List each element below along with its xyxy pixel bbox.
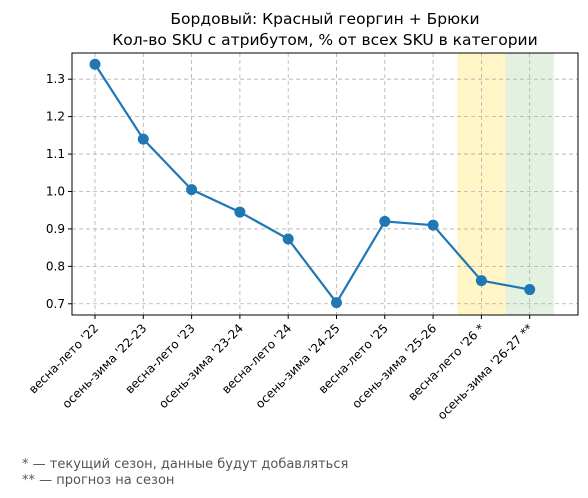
y-tick-label: 1.2 — [46, 110, 65, 124]
data-point — [186, 184, 198, 196]
data-point — [137, 133, 149, 145]
data-point — [282, 233, 294, 245]
data-point — [89, 58, 101, 70]
data-point — [475, 275, 487, 287]
x-tick-label: осень-зима '25-26 — [349, 321, 439, 411]
series-line — [89, 58, 536, 309]
data-point — [234, 206, 246, 218]
season-highlights — [457, 53, 554, 315]
chart-title-line1: Бордовый: Красный георгин + Брюки — [170, 10, 479, 28]
x-tick-label: осень-зима '22-23 — [60, 321, 150, 411]
data-point — [427, 219, 439, 231]
data-point — [524, 284, 536, 296]
y-tick-label: 0.8 — [46, 259, 65, 273]
x-tick-label: осень-зима '26-27 ** — [435, 321, 536, 422]
note-forecast: ** — прогноз на сезон — [22, 473, 175, 488]
y-tick-label: 1.3 — [46, 72, 65, 86]
y-tick-label: 1.0 — [46, 184, 65, 198]
plot-frame — [71, 52, 579, 316]
data-point — [379, 215, 391, 227]
data-point — [331, 297, 342, 309]
y-tick-label: 0.7 — [46, 297, 65, 311]
forecast-band — [505, 53, 554, 315]
y-tick-label: 0.9 — [46, 222, 65, 236]
series-path — [94, 63, 530, 304]
x-tick-label: осень-зима '23-24 — [156, 321, 246, 411]
y-tick-label: 1.1 — [46, 147, 65, 161]
chart-title-line2: Кол-во SKU с атрибутом, % от всех SKU в … — [112, 31, 537, 49]
grid-lines — [72, 53, 578, 315]
x-tick-label: осень-зима '24-25 — [253, 321, 343, 411]
note-current-season: * — текущий сезон, данные будут добавлят… — [22, 457, 349, 472]
